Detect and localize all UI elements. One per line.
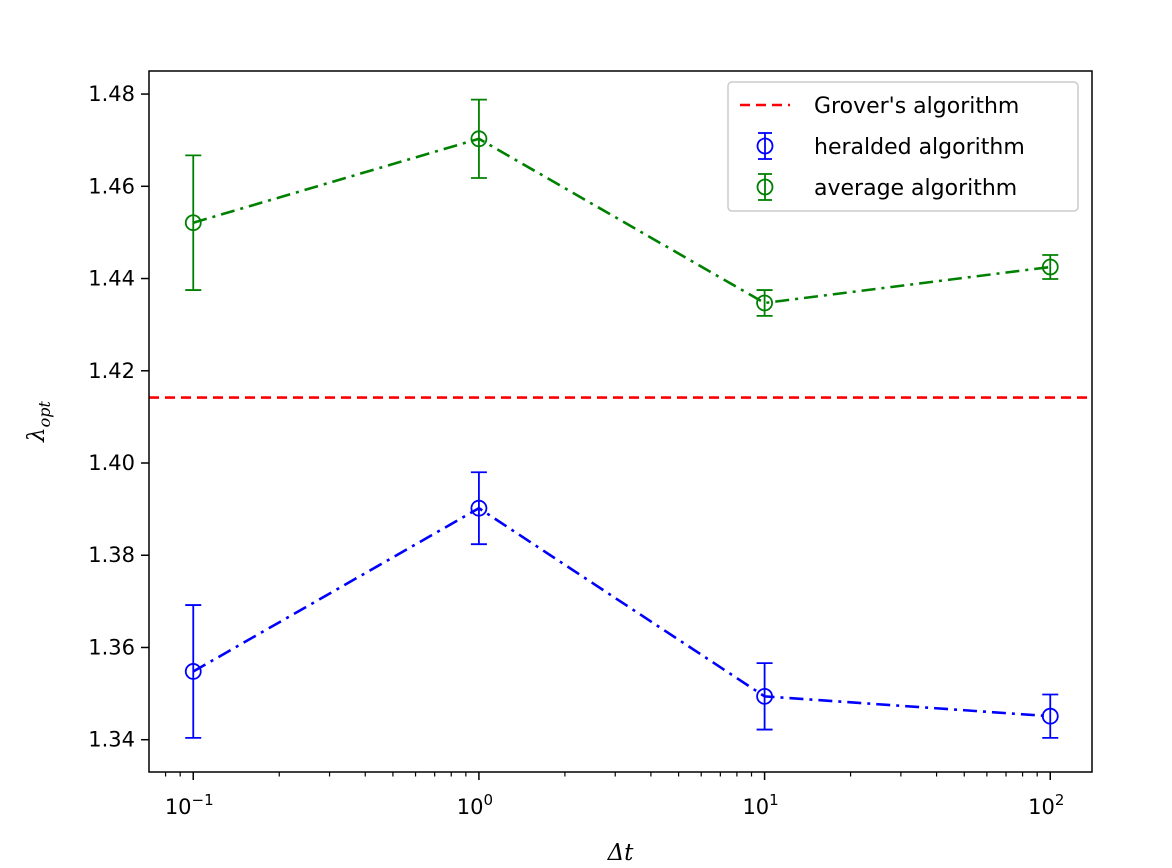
y-tick-label-0: 1.34: [88, 728, 135, 752]
x-tick-label-0: 10−1: [165, 791, 214, 819]
legend-label-2: average algorithm: [814, 176, 1017, 201]
legend: Grover's algorithm heralded algorithm aver…: [727, 81, 1079, 212]
data-point-1-0: [184, 214, 202, 232]
data-point-0-1: [470, 499, 488, 517]
x-tick-label-1: 100: [457, 791, 493, 819]
data-point-1-2: [756, 294, 773, 312]
y-tick-label-4: 1.42: [88, 359, 135, 383]
y-tick-label-5: 1.44: [88, 267, 135, 291]
y-tick-label-1: 1.36: [88, 635, 135, 659]
legend-label-0: Grover's algorithm: [814, 94, 1019, 119]
data-point-0-2: [756, 687, 773, 705]
legend-label-1: heralded algorithm: [814, 135, 1025, 160]
y-axis-label: λopt: [24, 400, 54, 442]
y-tick-label-3: 1.40: [88, 451, 135, 475]
legend-swatch-marker-1: [756, 137, 774, 155]
data-point-0-0: [184, 663, 202, 680]
data-point-1-3: [1041, 258, 1059, 276]
x-axis-label: Δt: [607, 840, 635, 866]
series-line-0: [192, 506, 1051, 718]
x-tick-label-3: 102: [1028, 791, 1064, 819]
series-line-1: [192, 137, 1051, 305]
plot-layer: [149, 98, 1092, 739]
y-tick-label-6: 1.46: [88, 174, 135, 198]
y-tick-label-7: 1.48: [88, 82, 135, 106]
legend-box: [727, 81, 1079, 212]
y-tick-label-2: 1.38: [88, 543, 135, 567]
x-tick-label-2: 101: [742, 791, 778, 819]
data-point-1-1: [470, 130, 488, 148]
axes-layer: 1.34 1.36 1.38 1.40 1.42 1.44 1.46 1.48 10−1 100 1…: [88, 82, 1064, 819]
plot-frame: [148, 70, 1093, 773]
legend-swatch-marker-2: [756, 178, 774, 196]
data-point-0-3: [1041, 707, 1059, 725]
